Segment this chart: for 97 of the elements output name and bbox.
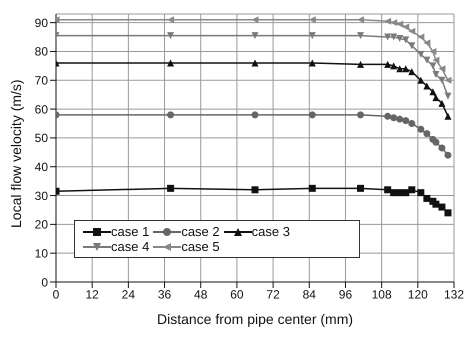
y-tick-label: 50 <box>34 131 48 146</box>
point <box>396 34 404 42</box>
point <box>444 92 452 100</box>
point <box>429 48 436 55</box>
point <box>402 117 410 124</box>
point <box>167 32 174 40</box>
point <box>390 34 398 41</box>
point <box>423 194 430 202</box>
point <box>417 34 424 41</box>
point <box>396 65 404 72</box>
point <box>432 56 440 64</box>
point <box>396 20 404 28</box>
point <box>432 71 440 78</box>
point <box>396 116 404 123</box>
point <box>402 189 410 196</box>
point <box>423 82 430 90</box>
legend-label: case 3 <box>252 224 290 239</box>
point <box>423 130 430 138</box>
point <box>390 114 398 122</box>
point <box>167 59 174 66</box>
x-tick-label: 120 <box>408 288 428 302</box>
point <box>417 76 424 84</box>
point <box>402 36 410 44</box>
x-tick-label: 96 <box>338 288 352 302</box>
point <box>308 59 316 66</box>
y-axis-title: Local flow velocity (m/s) <box>8 79 24 228</box>
point <box>252 59 258 66</box>
point <box>432 94 440 102</box>
point <box>417 50 424 58</box>
legend-label: case 4 <box>111 239 150 254</box>
point <box>357 60 364 68</box>
point <box>252 32 258 40</box>
y-tick-label: 90 <box>34 16 48 30</box>
y-tick-label: 70 <box>34 74 48 88</box>
point <box>438 65 446 72</box>
legend-label: case 1 <box>111 224 150 239</box>
point <box>438 144 446 152</box>
point <box>308 111 316 118</box>
y-tick-label: 20 <box>34 218 48 232</box>
x-tick-label: 12 <box>86 288 100 302</box>
point <box>444 112 452 120</box>
point <box>402 23 410 30</box>
point <box>429 62 436 70</box>
y-tick-label: 80 <box>34 44 48 59</box>
y-tick-label: 30 <box>34 188 48 203</box>
x-tick-label: 36 <box>158 288 172 302</box>
point <box>438 100 446 107</box>
x-tick-label: 108 <box>372 288 392 302</box>
point <box>308 184 316 192</box>
x-tick-label: 60 <box>230 288 244 302</box>
point <box>432 138 440 146</box>
point <box>390 19 398 26</box>
point <box>423 56 430 64</box>
x-tick-label: 84 <box>302 288 316 302</box>
point <box>402 65 410 72</box>
point <box>357 111 364 118</box>
x-tick-label: 72 <box>266 288 280 302</box>
point <box>396 189 404 196</box>
point <box>408 120 416 127</box>
point <box>384 186 392 194</box>
point <box>438 76 446 84</box>
point <box>444 209 452 216</box>
point <box>357 32 364 40</box>
point <box>390 62 398 70</box>
point <box>167 111 174 118</box>
y-tick-label: 40 <box>34 160 48 174</box>
point <box>408 186 416 194</box>
point <box>384 18 392 25</box>
point <box>423 39 430 46</box>
legend-label: case 2 <box>181 224 220 239</box>
point <box>444 152 452 159</box>
point <box>429 88 436 96</box>
y-tick-label: 0 <box>41 275 48 290</box>
y-tick-label: 10 <box>34 246 48 260</box>
point <box>417 189 424 196</box>
x-tick-label: 0 <box>52 288 60 302</box>
point <box>444 76 452 84</box>
x-axis-title: Distance from pipe center (mm) <box>156 311 354 327</box>
point <box>384 60 392 68</box>
x-tick-label: 132 <box>444 288 464 302</box>
point <box>438 204 446 211</box>
x-tick-label: 48 <box>194 288 208 302</box>
point <box>252 186 258 194</box>
legend-label: case 5 <box>181 239 220 254</box>
point <box>417 126 424 133</box>
x-tick-label: 24 <box>122 288 136 302</box>
point <box>252 111 258 118</box>
point <box>167 184 174 192</box>
point <box>432 200 440 208</box>
y-tick-label: 60 <box>34 102 48 116</box>
point <box>384 112 392 120</box>
point <box>408 68 416 76</box>
point <box>408 28 416 35</box>
point <box>308 32 316 40</box>
point <box>408 42 416 50</box>
point <box>384 34 392 41</box>
point <box>357 184 364 192</box>
